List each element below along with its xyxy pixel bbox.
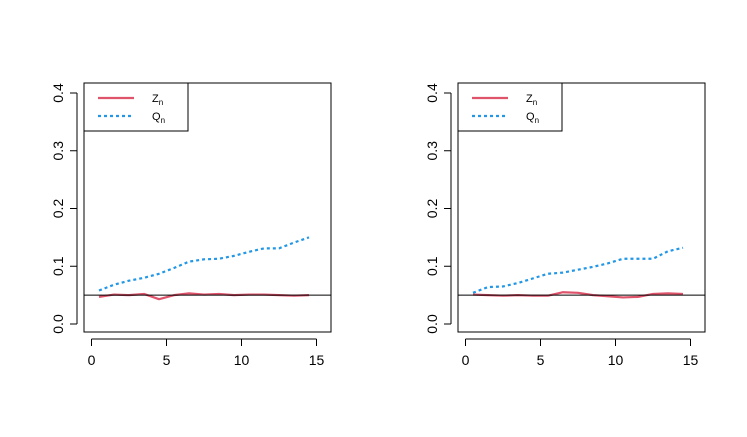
legend-label-subscript: n xyxy=(159,98,163,107)
legend-label-main: Z xyxy=(152,93,159,105)
legend-label-z-n: Zn xyxy=(152,93,163,107)
plot-frame xyxy=(457,82,706,333)
y-tick-label: 0.3 xyxy=(424,141,440,161)
y-tick-label: 0.0 xyxy=(50,314,66,334)
x-tick-label: 5 xyxy=(537,352,545,368)
y-tick-label: 0.4 xyxy=(424,83,440,103)
x-tick-label: 15 xyxy=(683,352,699,368)
y-tick-label: 0.1 xyxy=(424,256,440,276)
y-tick-label: 0.2 xyxy=(424,199,440,219)
y-tick-label: 0.1 xyxy=(50,256,66,276)
x-tick-label: 10 xyxy=(234,352,250,368)
x-tick-label: 0 xyxy=(88,352,96,368)
legend-box xyxy=(83,82,189,132)
y-tick-label: 0.3 xyxy=(50,141,66,161)
x-tick-label: 10 xyxy=(608,352,624,368)
legend-label-subscript: n xyxy=(161,116,165,125)
series-line-z-n xyxy=(98,292,310,301)
legend-label-main: Z xyxy=(526,93,533,105)
plot-frame xyxy=(83,82,332,333)
legend-box xyxy=(457,82,563,132)
series-line-q-n xyxy=(472,246,684,294)
legend-label-subscript: n xyxy=(535,116,539,125)
y-tick-label: 0.4 xyxy=(50,83,66,103)
legend-label-z-n: Zn xyxy=(526,93,537,107)
x-tick-label: 0 xyxy=(462,352,470,368)
legend-label-q-n: Qn xyxy=(152,111,165,125)
y-tick-label: 0.0 xyxy=(424,314,440,334)
y-tick-label: 0.2 xyxy=(50,199,66,219)
series-line-q-n xyxy=(98,236,310,292)
legend-label-main: Q xyxy=(526,111,535,123)
x-tick-label: 15 xyxy=(309,352,325,368)
legend-label-main: Q xyxy=(152,111,161,123)
legend-label-subscript: n xyxy=(533,98,537,107)
legend-label-q-n: Qn xyxy=(526,111,539,125)
x-tick-label: 5 xyxy=(163,352,171,368)
